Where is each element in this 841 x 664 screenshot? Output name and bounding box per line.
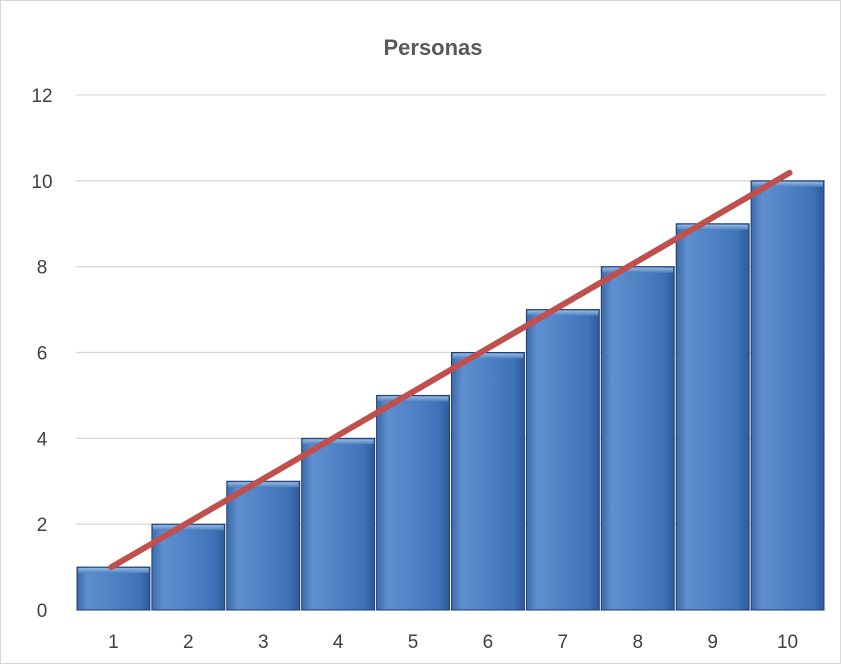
bar: [226, 480, 301, 611]
chart-title: Personas: [383, 35, 482, 60]
bar: [451, 352, 525, 611]
bar: [525, 309, 600, 611]
x-tick-label: 6: [483, 632, 494, 653]
bar: [301, 437, 376, 611]
bar: [600, 266, 675, 611]
bar: [750, 180, 825, 611]
bar-bevel: [602, 267, 674, 273]
y-tick-label: 4: [37, 429, 48, 450]
x-tick-label: 9: [707, 632, 718, 653]
bar-bevel: [752, 181, 823, 187]
x-tick-label: 8: [632, 632, 643, 653]
y-tick-label: 12: [31, 86, 52, 107]
y-tick-label: 2: [37, 515, 48, 536]
x-tick-label: 7: [558, 632, 569, 653]
bar: [376, 394, 451, 611]
bar-bevel: [152, 525, 224, 531]
y-tick-label: 8: [37, 258, 48, 279]
trendline-layer: [108, 169, 793, 571]
bar-bevel: [452, 353, 524, 359]
x-tick-label: 4: [333, 632, 344, 653]
bars: [76, 180, 825, 611]
bar: [675, 223, 750, 611]
x-tick-label: 3: [258, 632, 269, 653]
bar-bevel: [527, 310, 599, 316]
bar-bevel: [302, 439, 374, 445]
x-tick-label: 5: [408, 632, 419, 653]
y-axis: 0 2 4 6 8 10 12: [31, 86, 52, 622]
x-tick-label: 1: [108, 632, 119, 653]
bar: [76, 566, 151, 611]
x-tick-label: 2: [183, 632, 194, 653]
x-tick-label: 10: [777, 632, 798, 653]
y-tick-label: 0: [37, 601, 48, 622]
bar-bevel: [78, 568, 149, 574]
bar-bevel: [677, 224, 749, 230]
y-tick-label: 10: [31, 172, 52, 193]
y-tick-label: 6: [37, 344, 48, 365]
bar-bevel: [377, 396, 449, 402]
bar-bevel: [227, 482, 299, 488]
trendline: [108, 169, 793, 571]
x-axis: 1 2 3 4 5 6 7 8 9 10: [108, 632, 798, 653]
